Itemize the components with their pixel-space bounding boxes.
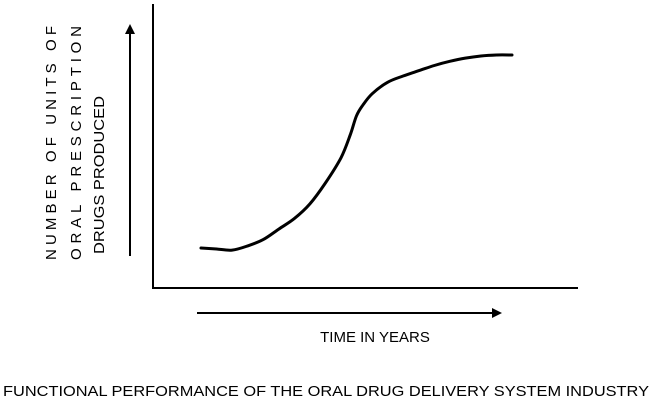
series-layer (199, 53, 514, 252)
y-axis-label-line-2: ORAL PRESCRIPTION (68, 26, 85, 260)
series-line-0 (199, 53, 514, 252)
x-axis-label: TIME IN YEARS (320, 329, 430, 346)
y-axis-label-line-1: NUMBER OF UNITS OF (43, 26, 60, 260)
y-axis-label-line-3: DRUGS PRODUCED (91, 96, 108, 254)
y-axis-label: NUMBER OF UNITS OF ORAL PRESCRIPTION DRU… (43, 26, 108, 260)
chart-title: FUNCTIONAL PERFORMANCE OF THE ORAL DRUG … (3, 384, 649, 400)
